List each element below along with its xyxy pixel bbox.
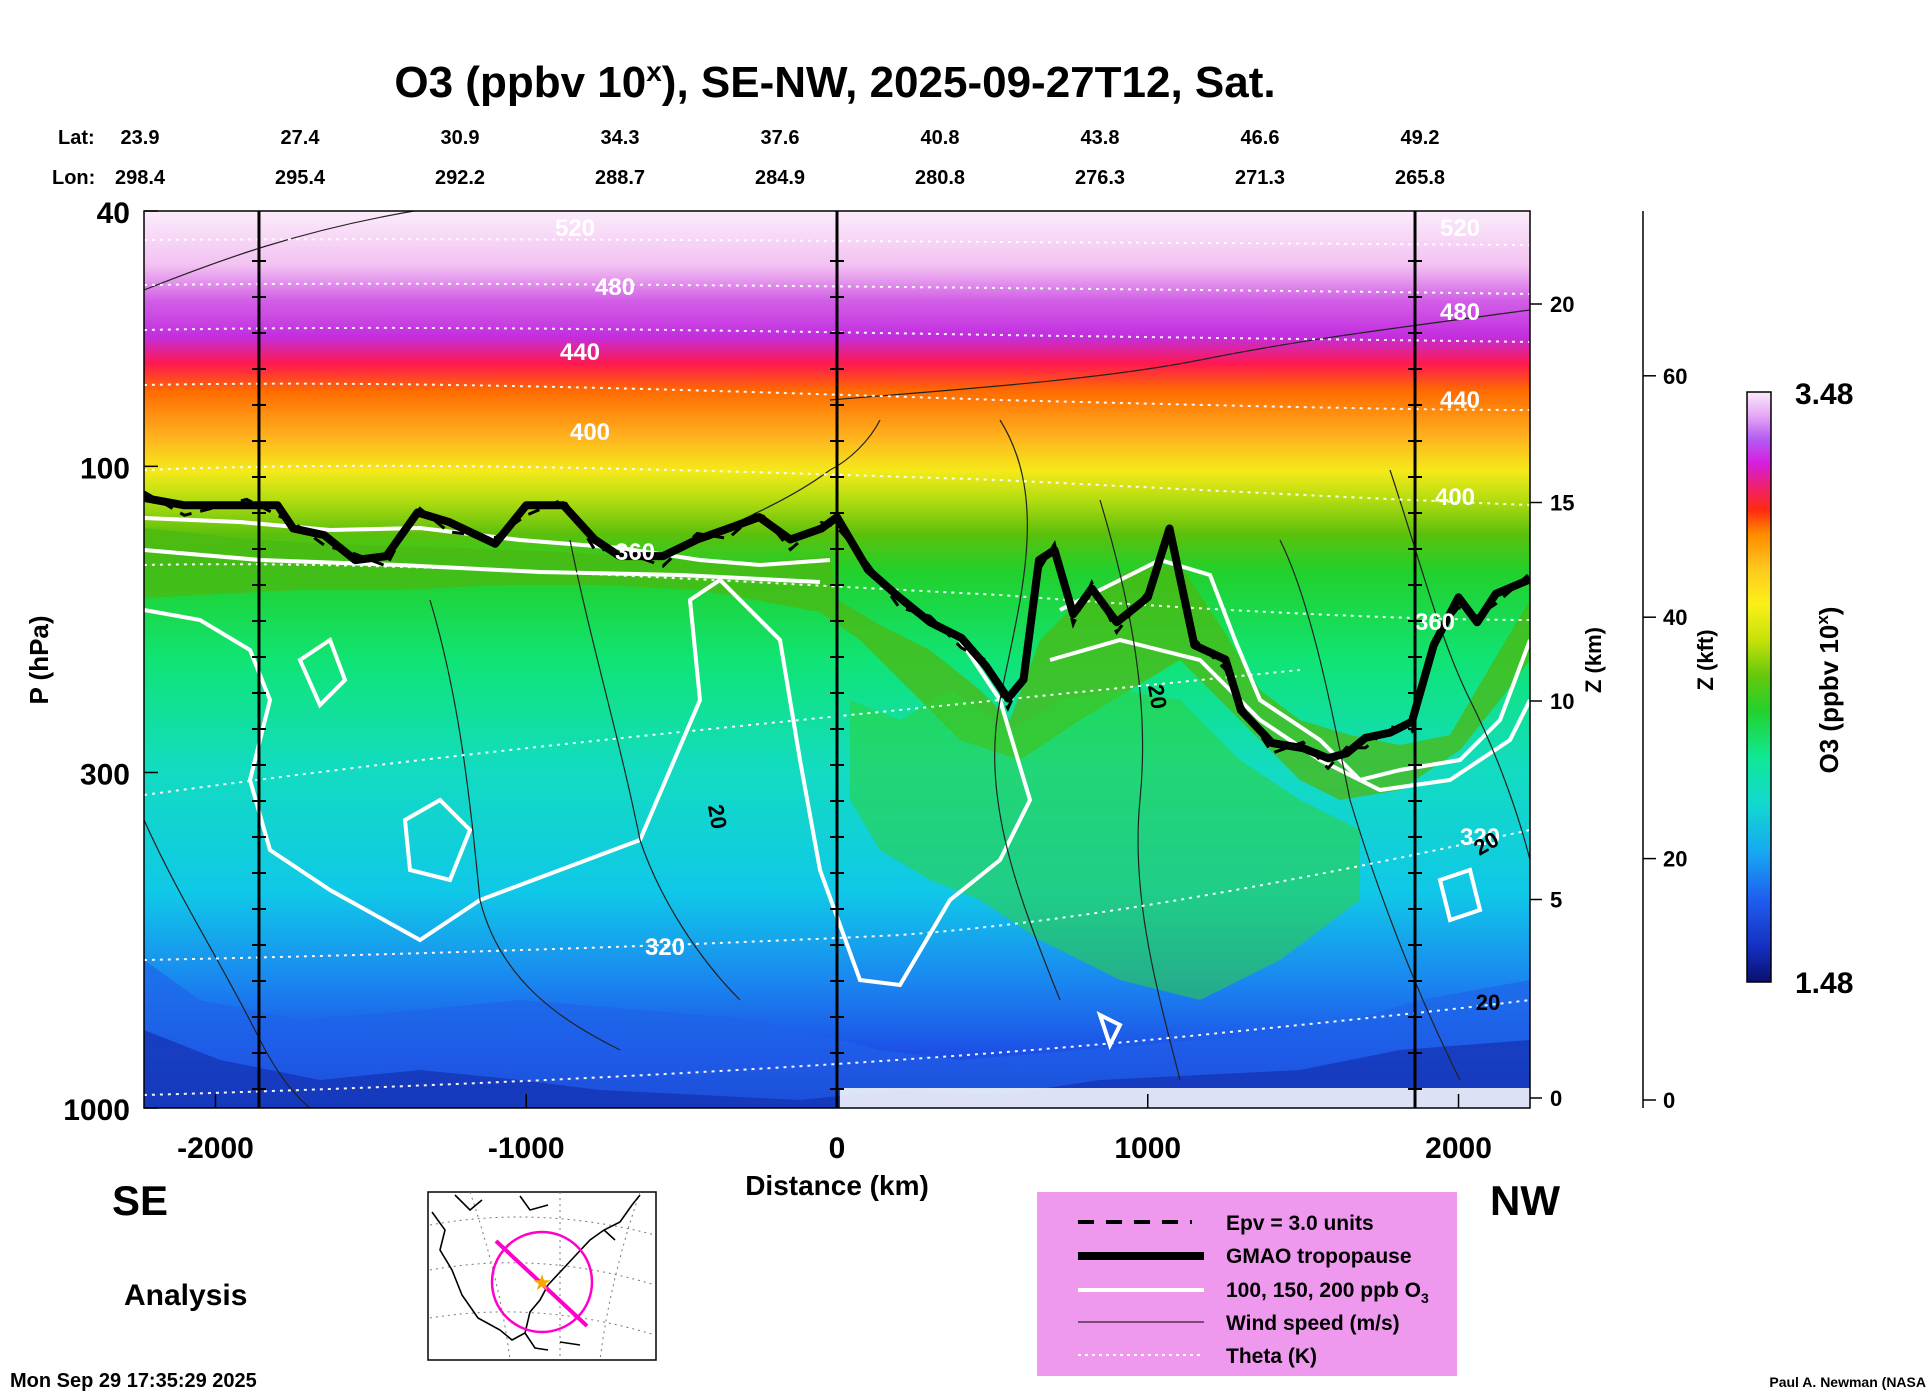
x-tick-label: 1000 bbox=[1114, 1132, 1181, 1165]
z-km-tick-label: 10 bbox=[1550, 689, 1574, 714]
theta-contour-label: 360 bbox=[1415, 609, 1455, 636]
theta-contour-label: 440 bbox=[1440, 387, 1480, 414]
colorbar: 3.48 1.48 O3 (ppbv 10x) bbox=[1746, 378, 1853, 1000]
z-kft-tick-label: 0 bbox=[1663, 1088, 1675, 1113]
z-km-tick-label: 0 bbox=[1550, 1086, 1562, 1111]
ozone-contours bbox=[144, 516, 1530, 1051]
inset-map-graticule bbox=[429, 1191, 656, 1361]
theta-contour-label: 520 bbox=[1440, 215, 1480, 242]
chart-title: O3 (ppbv 10x), SE-NW, 2025-09-27T12, Sat… bbox=[394, 56, 1275, 107]
lon-value: 295.4 bbox=[275, 167, 326, 189]
y-axis-label: P (hPa) bbox=[24, 615, 54, 704]
lon-value: 298.4 bbox=[115, 167, 166, 189]
axes: -2000 -1000 0 1000 2000 40 100 300 1000 0 5 10 15 20 0… bbox=[63, 197, 1687, 1165]
legend-label-epv: Epv = 3.0 units bbox=[1226, 1212, 1374, 1235]
colorbar-title: O3 (ppbv 10x) bbox=[1813, 607, 1844, 774]
legend-label-ozone: 100, 150, 200 ppb O3 bbox=[1226, 1279, 1429, 1306]
lat-value: 40.8 bbox=[921, 127, 960, 149]
theta-contour-label: 480 bbox=[1440, 299, 1480, 326]
theta-contours bbox=[144, 238, 1530, 1096]
z-kft-tick-label: 40 bbox=[1663, 605, 1687, 630]
theta-contour-label: 400 bbox=[570, 419, 610, 446]
theta-contour-label: 440 bbox=[560, 339, 600, 366]
theta-contour-label: 320 bbox=[1460, 824, 1500, 851]
lon-row-label: Lon: bbox=[52, 167, 95, 189]
side-label-se: SE bbox=[112, 1177, 168, 1224]
wind-contour-label: 20 bbox=[1143, 682, 1172, 710]
location-lines bbox=[251, 211, 1423, 1108]
inset-map-range-circle bbox=[490, 1230, 594, 1334]
analysis-label: Analysis bbox=[124, 1279, 247, 1312]
side-label-nw: NW bbox=[1490, 1177, 1560, 1224]
colorbar-max-label: 3.48 bbox=[1795, 378, 1853, 411]
timestamp: Mon Sep 29 17:35:29 2025 bbox=[10, 1370, 257, 1392]
z-km-axis-label: Z (km) bbox=[1581, 627, 1606, 693]
x-tick-label: -2000 bbox=[177, 1132, 254, 1165]
wind-contour-label: 20 bbox=[1476, 990, 1500, 1015]
epv-line bbox=[144, 490, 1530, 771]
z-km-tick-label: 20 bbox=[1550, 292, 1574, 317]
lat-value: 23.9 bbox=[121, 127, 160, 149]
mid-green-region bbox=[850, 690, 1360, 1000]
y-tick-label: 1000 bbox=[63, 1094, 130, 1127]
lon-value: 271.3 bbox=[1235, 167, 1285, 189]
lower-blue-region bbox=[144, 960, 1530, 1108]
surface-white-strip bbox=[840, 1088, 1530, 1108]
credit: Paul A. Newman (NASA bbox=[1769, 1374, 1926, 1390]
lat-value: 30.9 bbox=[441, 127, 480, 149]
y-tick-label: 40 bbox=[97, 197, 130, 230]
x-axis-label: Distance (km) bbox=[745, 1170, 929, 1201]
y-tick-label: 100 bbox=[80, 452, 130, 485]
legend: Epv = 3.0 units GMAO tropopause 100, 150… bbox=[1037, 1192, 1457, 1376]
inset-map: ★ bbox=[427, 1191, 657, 1361]
y-tick-label: 300 bbox=[80, 758, 130, 791]
z-kft-axis-label: Z (kft) bbox=[1693, 629, 1718, 690]
lon-value: 280.8 bbox=[915, 167, 965, 189]
x-tick-label: -1000 bbox=[488, 1132, 565, 1165]
lat-lon-values: 23.9 27.4 30.9 34.3 37.6 40.8 43.8 46.6 49.2 298.… bbox=[115, 127, 1445, 189]
lat-value: 43.8 bbox=[1081, 127, 1120, 149]
inset-map-center-star-icon: ★ bbox=[532, 1270, 552, 1295]
wind-speed-contours bbox=[144, 211, 1530, 1108]
theta-contour-label: 360 bbox=[615, 539, 655, 566]
lon-value: 265.8 bbox=[1395, 167, 1445, 189]
contour-labels: 320 360 400 440 480 520 320 360 400 440 480 520 20 20… bbox=[555, 215, 1503, 1015]
lon-value: 276.3 bbox=[1075, 167, 1125, 189]
x-tick-label: 2000 bbox=[1425, 1132, 1492, 1165]
lat-value: 34.3 bbox=[601, 127, 640, 149]
lat-value: 27.4 bbox=[281, 127, 321, 149]
wind-contour-label: 20 bbox=[703, 802, 732, 830]
lat-value: 49.2 bbox=[1401, 127, 1440, 149]
tropopause-layer bbox=[144, 490, 1530, 771]
z-km-tick-label: 15 bbox=[1550, 491, 1574, 516]
inset-map-section-line bbox=[494, 1239, 589, 1328]
theta-contour-label: 480 bbox=[595, 274, 635, 301]
lat-row-label: Lat: bbox=[58, 127, 95, 149]
lon-value: 284.9 bbox=[755, 167, 805, 189]
inset-map-coastline bbox=[431, 1194, 641, 1351]
legend-label-theta: Theta (K) bbox=[1226, 1345, 1317, 1368]
lat-value: 37.6 bbox=[761, 127, 800, 149]
theta-contour-label: 520 bbox=[555, 215, 595, 242]
z-kft-tick-label: 20 bbox=[1663, 847, 1687, 872]
z-km-tick-label: 5 bbox=[1550, 888, 1562, 913]
legend-label-wind: Wind speed (m/s) bbox=[1226, 1312, 1400, 1335]
lat-value: 46.6 bbox=[1241, 127, 1280, 149]
theta-contour-label: 400 bbox=[1435, 484, 1475, 511]
x-tick-label: 0 bbox=[829, 1132, 846, 1165]
z-kft-tick-label: 60 bbox=[1663, 364, 1687, 389]
legend-label-tropopause: GMAO tropopause bbox=[1226, 1245, 1412, 1268]
theta-contour-label: 320 bbox=[645, 934, 685, 961]
colorbar-min-label: 1.48 bbox=[1795, 967, 1853, 1000]
lon-value: 292.2 bbox=[435, 167, 485, 189]
colorbar-gradient bbox=[1746, 391, 1772, 983]
lon-value: 288.7 bbox=[595, 167, 645, 189]
